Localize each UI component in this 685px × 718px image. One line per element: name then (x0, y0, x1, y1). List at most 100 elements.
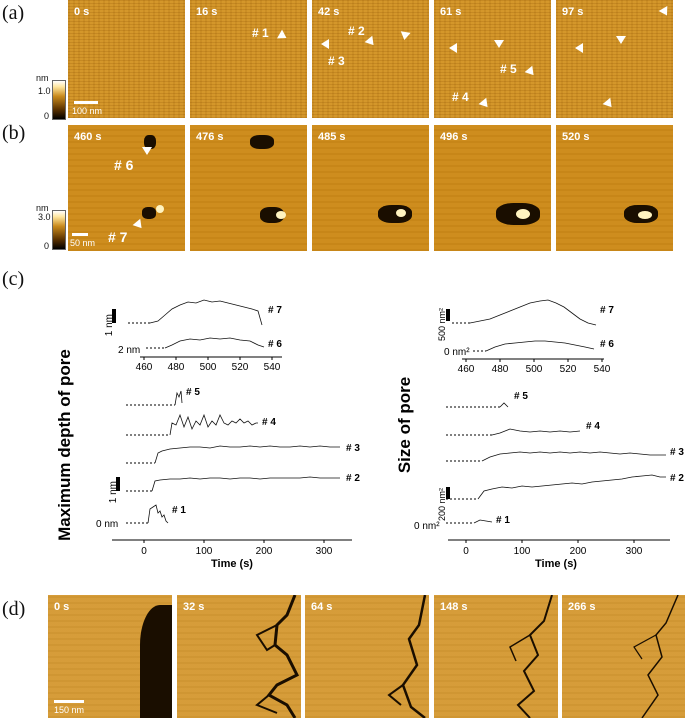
zero-label: 0 nm² (414, 521, 440, 532)
colorbar-b (52, 210, 66, 250)
left-ylabel: Maximum depth of pore (55, 349, 74, 541)
afm-frame-d2: 32 s (177, 595, 301, 718)
colorbar-max: 3.0 (38, 212, 51, 222)
trace-label-6: # 6 (600, 339, 614, 350)
trace-label-7: # 7 (268, 305, 282, 316)
tick: 100 (196, 546, 213, 557)
time-label: 266 s (568, 601, 596, 613)
tick: 0 (141, 546, 147, 557)
arrow-icon (321, 39, 329, 49)
arrow-icon (524, 65, 538, 79)
tick: 540 (594, 364, 611, 375)
arrow-icon (494, 40, 504, 48)
time-label: 42 s (318, 6, 340, 18)
afm-frame-a2: 16 s # 1 (190, 0, 307, 118)
pore-network (633, 595, 679, 718)
pore-marker-2: # 2 (348, 24, 365, 38)
scale-bar-label: 100 nm (72, 106, 103, 116)
afm-frame-d1: 0 s 150 nm (48, 595, 172, 718)
time-label: 476 s (196, 131, 224, 143)
trace-label-2: # 2 (346, 473, 360, 484)
pore-marker-7: # 7 (108, 229, 128, 245)
tick: 200 (570, 546, 587, 557)
pore-marker-6: # 6 (114, 157, 134, 173)
protein-blob (276, 211, 286, 219)
protein-blob (516, 209, 530, 219)
left-top-plot: 1 nm 2 nm # 7 # 6 460 480 500 520 540 (104, 299, 282, 373)
scale-label: 1 nm (104, 314, 115, 336)
tick: 460 (136, 362, 153, 373)
time-label: 64 s (311, 601, 333, 613)
arrow-icon (658, 6, 672, 18)
trace-label-5: # 5 (186, 387, 200, 398)
trace-label-7: # 7 (600, 305, 614, 316)
time-label: 0 s (74, 6, 90, 18)
afm-frame-b4: 496 s (434, 125, 551, 251)
right-bottom-plot: # 5 # 4 # 3 200 nm² # 2 0 nm² # 1 0 100 … (414, 391, 684, 570)
afm-frame-a5: 97 s (556, 0, 673, 118)
arrow-icon (364, 35, 378, 49)
trace-label-3: # 3 (670, 447, 684, 458)
pore-network (387, 595, 427, 718)
pore-network (255, 595, 300, 718)
tick: 300 (626, 546, 643, 557)
panel-d-label: (d) (2, 598, 26, 620)
afm-frame-d3: 64 s (305, 595, 429, 718)
tick: 480 (168, 362, 185, 373)
pore-marker-5: # 5 (500, 62, 517, 76)
panel-b-label: (b) (2, 122, 26, 144)
tick: 200 (256, 546, 273, 557)
time-label: 0 s (54, 601, 70, 613)
membrane-edge (140, 605, 172, 718)
panel-c-label: (c) (2, 268, 25, 290)
arrow-icon (602, 97, 616, 111)
tick: 100 (514, 546, 531, 557)
time-label: 32 s (183, 601, 205, 613)
time-label: 97 s (562, 6, 584, 18)
zero-label: 0 nm (96, 519, 118, 530)
zero-label: 2 nm (118, 345, 140, 356)
scale-bar (74, 101, 98, 104)
left-bottom-plot: # 5 # 4 # 3 1 nm # 2 0 nm # 1 0 100 200 … (96, 387, 360, 570)
time-label: 16 s (196, 6, 218, 18)
pore-7 (378, 205, 412, 223)
pore-traces-plot: Maximum depth of pore Size of pore 1 nm … (55, 299, 684, 570)
afm-frame-b2: 476 s (190, 125, 307, 251)
afm-frame-b3: 485 s (312, 125, 429, 251)
arrow-icon (449, 43, 457, 53)
trace-label-2: # 2 (670, 473, 684, 484)
afm-frame-b1: 460 s # 6 # 7 (68, 125, 185, 251)
tick: 500 (200, 362, 217, 373)
tick: 0 (463, 546, 469, 557)
tick: 480 (492, 364, 509, 375)
arrow-icon (575, 43, 583, 53)
pore-6 (144, 135, 156, 149)
arrow-icon (399, 31, 411, 41)
protein-blob (156, 205, 164, 213)
scale-bar (54, 700, 84, 703)
colorbar-max: 1.0 (38, 86, 51, 96)
tick: 300 (316, 546, 333, 557)
panel-a-label: (a) (2, 2, 25, 24)
time-label: 61 s (440, 6, 462, 18)
pore-marker-3: # 3 (328, 54, 345, 68)
tick: 520 (560, 364, 577, 375)
trace-label-1: # 1 (496, 515, 510, 526)
arrow-icon (277, 29, 289, 43)
tick: 540 (264, 362, 281, 373)
afm-frame-d5: 266 s (562, 595, 685, 718)
scale-bar-label: 50 nm (70, 238, 96, 248)
scale-bar-label: 150 nm (54, 705, 85, 715)
trace-label-4: # 4 (262, 417, 276, 428)
x-axis-label: Time (s) (535, 558, 577, 570)
tick: 460 (458, 364, 475, 375)
arrow-icon (132, 218, 146, 232)
scale-bar (72, 233, 88, 236)
tick: 500 (526, 364, 543, 375)
right-ylabel: Size of pore (395, 377, 414, 473)
colorbar-a (52, 80, 66, 120)
right-top-plot: 500 nm² 0 nm² # 7 # 6 460 480 500 520 54… (437, 299, 614, 375)
tick: 520 (232, 362, 249, 373)
arrow-icon (142, 147, 152, 155)
afm-frame-a3: 42 s # 2 # 3 (312, 0, 429, 118)
